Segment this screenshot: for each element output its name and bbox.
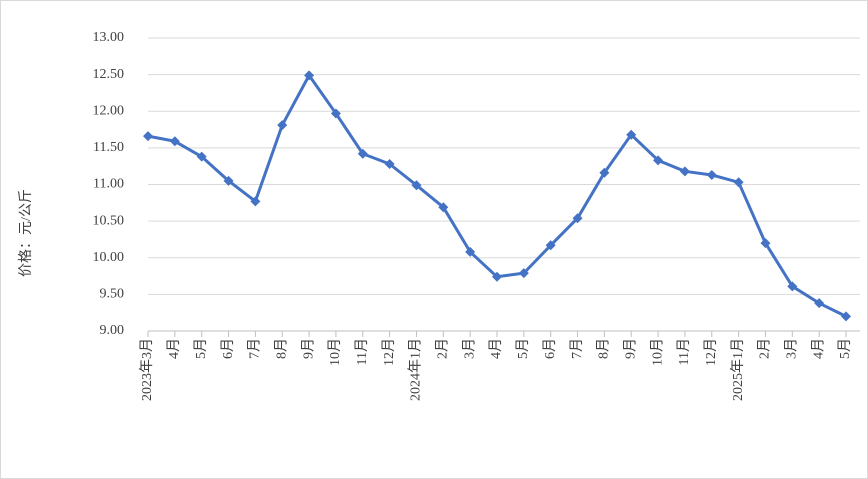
x-tick-label: 11月 [354,338,370,365]
marker [733,177,744,188]
marker [143,131,153,142]
marker [599,167,610,178]
marker [223,175,234,186]
marker [492,271,502,282]
y-tick-label: 13.00 [93,30,125,45]
x-tick-label: 4月 [166,338,182,359]
marker [545,240,556,251]
marker [653,155,664,166]
marker [787,281,798,292]
x-tick-label: 9月 [622,338,638,359]
marker [626,129,637,140]
x-tick-label: 10月 [327,338,343,366]
marker [814,298,825,309]
x-tick-label: 7月 [569,338,585,359]
x-tick-label: 4月 [488,338,504,359]
marker [679,166,690,177]
x-tick-label: 2023年3月 [139,338,155,401]
marker [304,70,315,81]
y-tick-label: 10.00 [93,250,125,265]
y-tick-label: 11.50 [93,140,124,155]
x-tick-label: 12月 [381,338,397,366]
x-tick-label: 6月 [542,338,558,359]
marker [277,120,288,131]
x-tick-label: 5月 [193,338,209,359]
x-tick-label: 5月 [837,338,853,359]
marker [841,311,851,322]
x-tick-label: 2024年1月 [408,338,424,401]
x-tick-label: 9月 [300,338,316,359]
x-tick-label: 10月 [649,338,665,366]
marker [465,246,476,257]
y-tick-label: 12.00 [93,103,125,118]
x-tick-label: 8月 [596,338,612,359]
x-tick-label: 6月 [220,338,236,359]
y-tick-label: 11.00 [93,177,124,192]
marker [572,213,583,224]
marker [518,268,529,279]
y-tick-label: 9.50 [100,287,125,302]
x-tick-label: 3月 [784,338,800,359]
marker [250,196,261,207]
x-tick-label: 11月 [676,338,692,365]
x-tick-label: 8月 [273,338,289,359]
x-tick-label: 12月 [703,338,719,366]
marker [411,180,422,191]
x-tick-label: 5月 [515,338,531,359]
marker [760,238,771,249]
y-axis-label: 价格：元/公斤 [18,189,34,277]
x-tick-label: 4月 [810,338,826,359]
marker [196,151,207,162]
marker [169,136,180,147]
x-tick-label: 2月 [757,338,773,359]
x-tick-label: 3月 [461,338,477,359]
y-tick-label: 9.00 [100,323,125,338]
x-tick-label: 7月 [247,338,263,359]
x-tick-label: 2025年1月 [730,338,746,401]
marker [706,169,717,180]
x-tick-label: 2月 [435,338,451,359]
marker [357,148,368,159]
marker [384,158,395,169]
y-tick-label: 10.50 [93,213,125,228]
marker [438,202,449,213]
y-tick-label: 12.50 [93,67,125,82]
marker [330,108,341,119]
